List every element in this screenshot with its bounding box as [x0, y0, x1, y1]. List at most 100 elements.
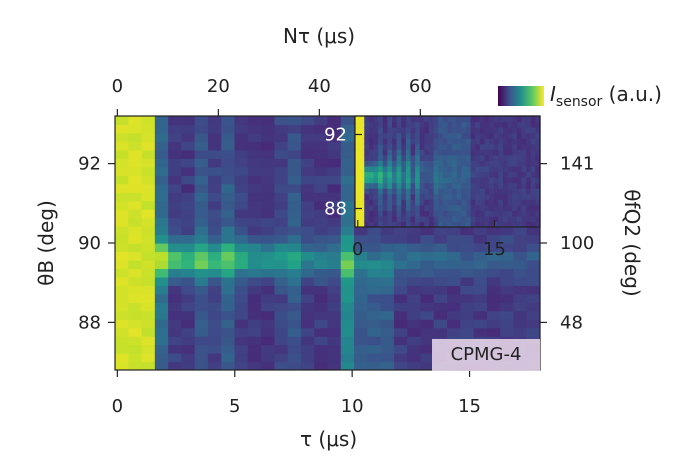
heatmap-cell: [340, 327, 355, 337]
heatmap-cell: [526, 234, 540, 244]
heatmap-cell: [287, 302, 302, 312]
heatmap-cell: [367, 302, 382, 312]
heatmap-cell: [261, 310, 275, 320]
heatmap-cell: [181, 234, 196, 244]
heatmap-cell: [181, 310, 196, 320]
heatmap-cell: [261, 116, 275, 126]
inset-cell: [382, 188, 388, 195]
inset-cell: [479, 215, 486, 223]
heatmap-cell: [327, 209, 342, 219]
heatmap-cell: [181, 336, 196, 346]
heatmap-cell: [380, 344, 395, 354]
heatmap-cell: [380, 234, 395, 244]
inset-cell: [405, 121, 412, 128]
heatmap-cell: [433, 234, 448, 244]
right-tick-label: 141: [560, 154, 594, 175]
heatmap-cell: [154, 217, 169, 227]
inset-cell: [516, 149, 523, 156]
heatmap-cell: [420, 319, 435, 329]
heatmap-cell: [234, 192, 249, 202]
inset-cell: [387, 188, 393, 195]
inset-cell: [359, 193, 365, 200]
heatmap-cell: [327, 200, 342, 210]
inset-cell: [419, 121, 425, 128]
heatmap-cell: [486, 268, 501, 278]
heatmap-cell: [513, 319, 528, 329]
inset-cell: [392, 171, 398, 178]
heatmap-cell: [447, 302, 461, 312]
inset-cell: [429, 171, 435, 178]
inset-cell: [535, 188, 540, 195]
heatmap-cell: [287, 226, 302, 236]
heatmap-cell: [300, 302, 315, 312]
inset-cell: [382, 143, 388, 150]
heatmap-cell: [300, 183, 315, 193]
heatmap-cell: [393, 259, 408, 269]
heatmap-cell: [327, 243, 342, 253]
heatmap-cell: [354, 251, 368, 261]
inset-cell: [382, 210, 388, 217]
inset-cell: [498, 199, 504, 206]
inset-cell: [359, 116, 365, 123]
inset-cell: [368, 138, 375, 145]
inset-cell: [405, 182, 412, 189]
inset-cell: [401, 121, 407, 128]
heatmap-cell: [327, 319, 342, 329]
inset-cell: [396, 215, 402, 223]
inset-cell: [410, 121, 416, 128]
inset-cell: [368, 132, 375, 139]
inset-cell: [419, 154, 425, 161]
heatmap-cell: [327, 259, 342, 269]
heatmap-cell: [354, 285, 368, 295]
inset-cell: [373, 127, 379, 134]
inset-cell: [456, 143, 462, 150]
heatmap-cell: [221, 166, 236, 176]
heatmap-cell: [115, 302, 129, 312]
inset-cell: [470, 182, 476, 189]
inset-y-tick-label: 92: [324, 125, 347, 146]
heatmap-cell: [141, 234, 156, 244]
heatmap-cell: [513, 276, 528, 286]
inset-cell: [470, 116, 476, 123]
heatmap-cell: [300, 158, 315, 168]
inset-cell: [447, 132, 453, 139]
heatmap-cell: [221, 285, 236, 295]
y-axis-label: θB (deg): [34, 200, 58, 286]
heatmap-cell: [207, 251, 222, 261]
heatmap-cell: [247, 293, 262, 303]
heatmap-cell: [194, 327, 209, 337]
heatmap-cell: [247, 166, 262, 176]
inset-cell: [368, 177, 375, 184]
inset-cell: [489, 193, 495, 200]
heatmap-cell: [194, 175, 209, 185]
inset-cell: [461, 160, 467, 167]
heatmap-cell: [247, 183, 262, 193]
inset-cell: [355, 127, 361, 134]
heatmap-cell: [486, 293, 501, 303]
heatmap-cell: [460, 310, 475, 320]
inset-cell: [489, 221, 495, 227]
heatmap-cell: [207, 344, 222, 354]
heatmap-cell: [181, 217, 196, 227]
heatmap-cell: [234, 251, 249, 261]
heatmap-cell: [247, 243, 262, 253]
heatmap-cell: [115, 243, 129, 253]
inset-cell: [382, 127, 388, 134]
inset-cell: [396, 143, 402, 150]
inset-cell: [498, 171, 504, 178]
inset-cell: [470, 221, 476, 227]
inset-cell: [392, 199, 398, 206]
heatmap-cell: [141, 293, 156, 303]
inset-cell: [489, 210, 495, 217]
inset-cell: [479, 199, 486, 206]
inset-cell: [489, 138, 495, 145]
inset-cell: [378, 188, 384, 195]
x-axis-label: τ (μs): [300, 427, 358, 451]
inset-cell: [461, 143, 467, 150]
inset-cell: [516, 154, 523, 161]
heatmap-cell: [354, 336, 368, 346]
heatmap-cell: [194, 124, 209, 134]
inset-cell: [405, 154, 412, 161]
heatmap-cell: [486, 243, 501, 253]
heatmap-cell: [247, 124, 262, 134]
